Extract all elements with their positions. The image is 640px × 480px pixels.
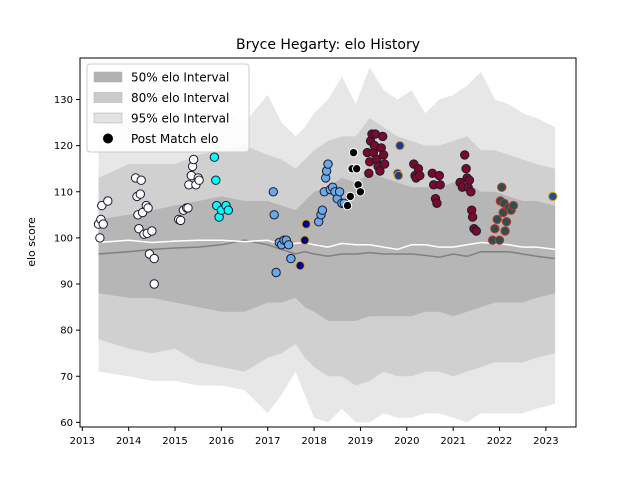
legend: 50% elo Interval 80% elo Interval 95% elo … [86,63,250,153]
elo-point [548,191,558,202]
elo-point [497,182,507,192]
elo-point [188,154,199,165]
elo-point [211,175,221,185]
x-axis: 2013 2014 2015 2016 2017 2018 2019 2020 2021 2022… [70,427,559,447]
elo-point [415,170,425,181]
elo-point [295,260,305,271]
elo-point [342,200,353,211]
legend-swatch-band95 [93,112,123,124]
x-tick-label: 2013 [70,436,95,447]
elo-point [334,187,345,197]
x-tick-label: 2017 [255,436,280,447]
elo-point [149,253,159,264]
legend-label: 50% elo Interval [131,71,229,85]
legend-label: Post Match elo [131,132,218,146]
x-tick-label: 2015 [162,436,187,447]
post-match-elo-points [93,129,558,289]
legend-swatch-band50 [93,71,123,83]
elo-point [467,212,478,222]
y-axis: 60 70 80 90 100 110 120 130 [54,95,80,429]
x-tick-label: 2018 [301,436,326,447]
x-tick-label: 2019 [348,436,373,447]
y-tick-label: 130 [54,95,73,106]
elo-point [375,166,385,176]
elo-point [364,168,374,179]
elo-point [460,150,470,160]
mean-elo-line [98,239,556,251]
median-elo-line [98,239,556,260]
elo-point [501,217,512,227]
elo-point [345,191,355,202]
elo-point [149,279,159,289]
elo-point [136,175,146,185]
elo-point [143,203,153,213]
elo-point [175,215,186,226]
y-tick-label: 90 [60,280,73,291]
legend-swatch-band80 [93,92,123,103]
elo-point [147,226,157,236]
elo-point [98,219,108,229]
y-tick-label: 120 [54,141,73,152]
elo-point [464,175,475,185]
x-tick-label: 2022 [487,436,512,447]
elo-point [490,224,500,234]
x-tick-label: 2023 [533,436,558,447]
elo-point [432,198,442,209]
y-axis-label: elo score [25,217,38,267]
elo-point [500,226,510,236]
elo-point [103,196,113,206]
elo-point [209,152,220,162]
elo-point [378,131,388,142]
elo-point [393,170,404,181]
elo-point [435,180,445,190]
elo-point [471,226,481,236]
elo-point [301,219,311,229]
legend-marker-swatch [103,133,113,144]
legend-label: 80% elo Interval [131,91,229,105]
elo-point [466,187,476,197]
y-tick-label: 110 [54,187,73,198]
elo-point [492,214,502,225]
y-tick-label: 100 [54,233,73,244]
elo-point [286,253,296,264]
elo-point [300,235,310,245]
elo-point [348,147,359,158]
legend-box [86,63,250,153]
elo-point [379,159,390,169]
chart-title: Bryce Hegarty: elo History [236,37,420,53]
elo-point [269,210,279,220]
plot-frame [79,57,577,428]
elo-point [352,164,362,174]
x-tick-label: 2020 [394,436,419,447]
elo-point [461,164,471,174]
y-tick-label: 60 [60,418,73,429]
elo-point [268,187,278,197]
y-tick-label: 70 [60,372,73,383]
legend-label: 95% elo Interval [131,112,229,126]
elo-point [508,200,519,211]
elo-point [223,205,234,215]
elo-point [378,150,389,160]
elo-point [95,233,105,243]
elo-point [395,140,405,151]
trend-lines [98,239,556,260]
elo-point [283,240,294,250]
elo-point [183,203,193,213]
x-tick-label: 2016 [209,436,234,447]
elo-point [355,187,366,197]
elo-point [323,159,333,169]
x-tick-label: 2014 [116,436,141,447]
elo-point [494,235,505,245]
y-tick-label: 80 [60,326,73,337]
elo-point [135,189,146,199]
elo-point [194,175,204,185]
elo-point [317,205,328,215]
elo-point [434,170,444,181]
elo-point [271,267,281,278]
x-tick-label: 2021 [440,436,465,447]
